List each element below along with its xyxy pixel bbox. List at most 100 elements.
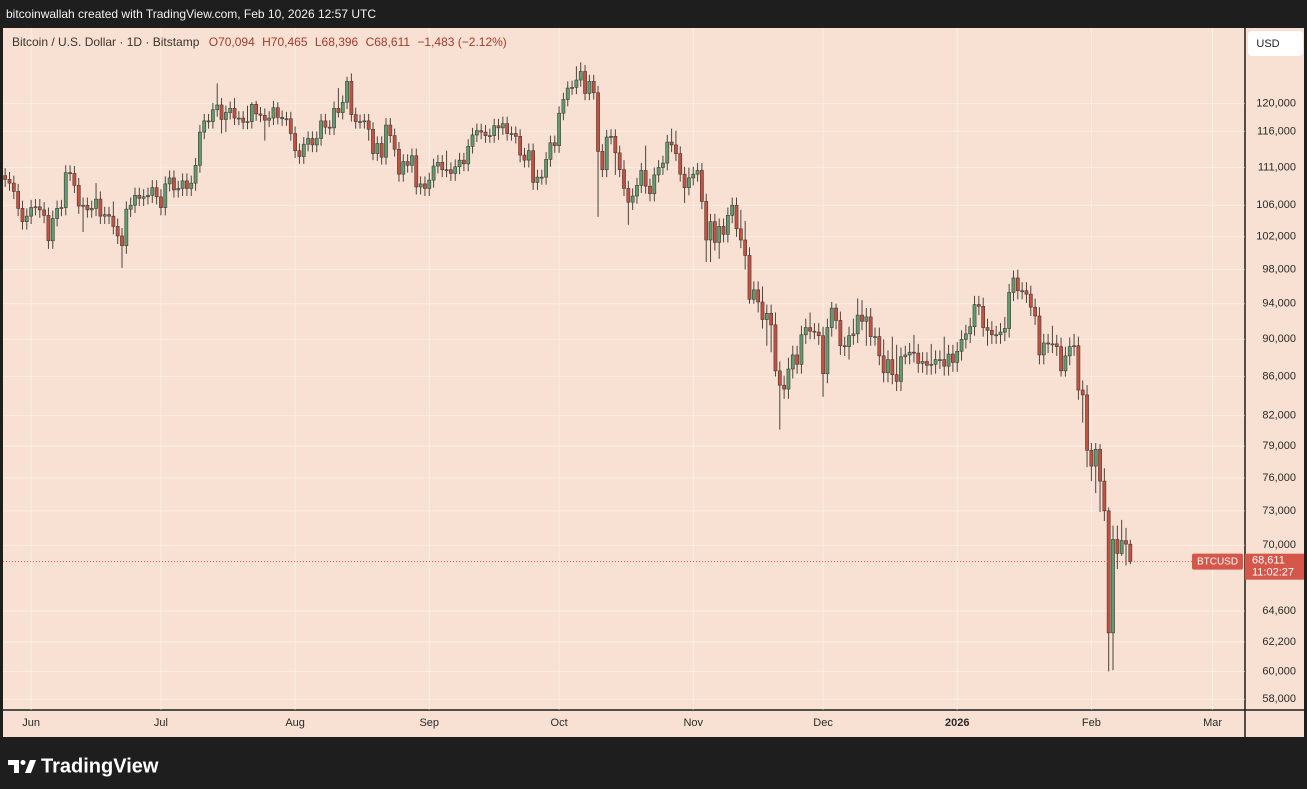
candle-body — [1072, 345, 1076, 348]
candle-body — [293, 133, 297, 151]
candle-body — [544, 159, 548, 178]
candle-body — [570, 87, 574, 89]
candle-body — [509, 133, 514, 135]
candle-body — [470, 134, 475, 147]
candle-body — [487, 135, 492, 137]
y-tick-label: 106,000 — [1256, 199, 1296, 211]
x-tick-label: Oct — [551, 717, 568, 729]
candle-body — [128, 204, 133, 210]
x-tick-label: Mar — [1203, 717, 1222, 729]
candle-body — [972, 304, 977, 327]
candle-body — [643, 170, 648, 187]
candle-body — [137, 194, 142, 199]
brand-name: TradingView — [41, 755, 159, 777]
price-change: −1,483 (−2.12%) — [417, 35, 506, 49]
candle-body — [81, 204, 85, 207]
candle-body — [436, 162, 440, 167]
candle-body — [847, 335, 851, 347]
candle-body — [310, 138, 315, 146]
candle-body — [998, 331, 1003, 336]
candle-body — [674, 144, 678, 154]
candle-body — [1076, 345, 1081, 391]
candle-body — [1102, 480, 1107, 512]
candle-body — [466, 146, 471, 165]
candle-body — [1007, 292, 1012, 329]
candle-body — [89, 208, 94, 211]
y-tick-label: 60,000 — [1262, 665, 1296, 677]
candle-body — [1111, 539, 1115, 634]
candle-body — [929, 363, 934, 366]
candle-body — [994, 334, 999, 337]
candle-body — [959, 339, 964, 352]
candle-body — [951, 353, 955, 363]
candle-body — [115, 226, 120, 237]
candle-body — [124, 208, 129, 246]
candle-body — [410, 155, 414, 166]
candle-body — [427, 179, 432, 189]
candle-body — [691, 173, 696, 179]
labels: 120,000 116,000 111,000 106,000 102,000 98,00… — [22, 98, 1304, 729]
candle-body — [172, 177, 176, 191]
candle-body — [968, 326, 973, 335]
candle-body — [782, 384, 786, 390]
candle-body — [405, 161, 410, 166]
candle-body — [661, 162, 665, 168]
candle-body — [133, 194, 137, 206]
candle-body — [656, 167, 661, 176]
candle-body — [812, 330, 817, 333]
symbol-legend: Bitcoin / U.S. Dollar · 1D · Bitstamp O7… — [12, 35, 507, 49]
candle-body — [622, 169, 626, 189]
candle-body — [167, 177, 172, 185]
candle-body — [371, 128, 375, 154]
candle-body — [747, 255, 752, 300]
candle-body — [1015, 277, 1020, 292]
candle-body — [1124, 540, 1128, 545]
candle-body — [102, 214, 107, 217]
candle-body — [738, 228, 743, 241]
ohlc-open: O70,094 — [209, 35, 255, 49]
candle-body — [903, 354, 908, 358]
candle-body — [163, 183, 168, 208]
x-tick-label: Jun — [22, 717, 40, 729]
candle-body — [1024, 290, 1029, 295]
candle-body — [561, 99, 566, 114]
candle-body — [211, 109, 215, 122]
candle-body — [825, 327, 830, 375]
candle-body — [981, 306, 986, 328]
ohlc-low: L68,396 — [315, 35, 359, 49]
currency-button[interactable] — [1248, 31, 1303, 56]
candle-body — [189, 182, 194, 189]
candle-body — [596, 92, 600, 152]
candle-body — [262, 114, 267, 121]
candle-body — [669, 141, 674, 146]
candle-body — [397, 148, 401, 175]
symbol-name: Bitcoin / U.S. Dollar · 1D · Bitstamp — [12, 35, 200, 49]
currency-label[interactable]: USD — [1256, 38, 1279, 50]
candle-body — [1098, 448, 1102, 482]
candle-body — [890, 359, 895, 375]
candle-body — [613, 136, 618, 154]
candle-body — [976, 304, 981, 307]
candle-body — [323, 120, 328, 128]
x-tick-label: Sep — [419, 717, 439, 729]
candle-body — [68, 172, 72, 174]
candle-body — [500, 123, 505, 129]
candle-body — [107, 214, 111, 217]
candle-body — [795, 354, 799, 365]
candle-body — [773, 324, 778, 372]
candle-body — [388, 124, 393, 136]
candle-body — [3, 175, 8, 180]
candle-body — [609, 136, 613, 138]
candle-body — [20, 208, 25, 222]
candle-body — [518, 136, 522, 156]
candle-body — [526, 150, 531, 161]
candle-body — [786, 368, 791, 390]
candle-body — [228, 108, 233, 113]
candle-body — [271, 107, 276, 119]
candle-body — [938, 359, 942, 361]
candle-body — [557, 112, 561, 146]
y-tick-label: 111,000 — [1258, 161, 1296, 173]
candle-body — [37, 206, 42, 211]
candle-body — [11, 182, 16, 192]
candle-body — [803, 327, 808, 336]
